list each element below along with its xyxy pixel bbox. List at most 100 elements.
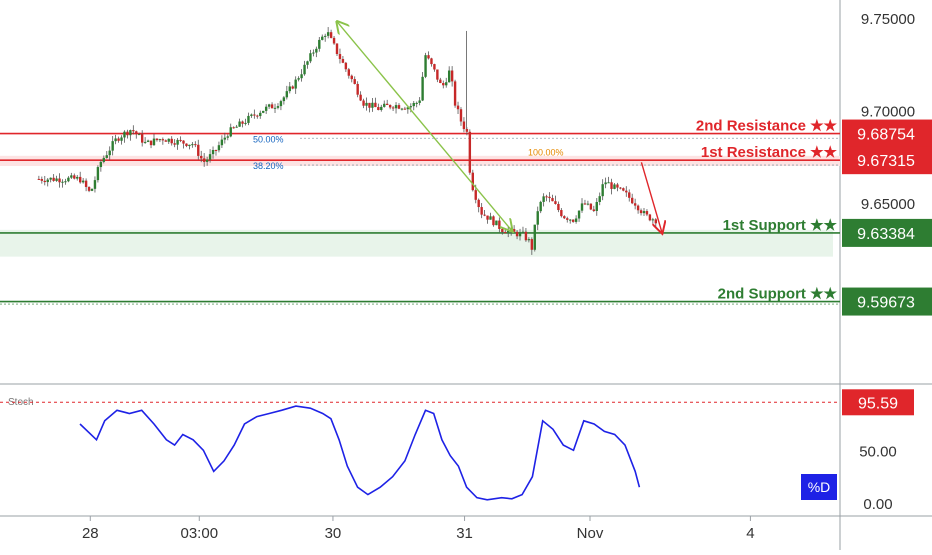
oscillator-line — [79, 405, 641, 501]
candle-body — [512, 229, 516, 232]
candle-body — [262, 110, 265, 113]
candle-body — [229, 127, 232, 137]
fib-label: 38.20% — [253, 161, 284, 171]
candle-body — [507, 230, 510, 234]
level-name: 1st Resistance ★★ — [701, 144, 838, 161]
candle-body — [247, 115, 250, 123]
candle-body — [303, 64, 306, 75]
candle-body — [61, 181, 64, 183]
candle-body — [140, 134, 144, 143]
candle-body — [315, 48, 318, 53]
candle-body — [46, 179, 49, 183]
candle-body — [489, 216, 492, 220]
candle-body — [545, 196, 548, 198]
price-tag-label: 9.63384 — [857, 226, 915, 243]
candle-body — [152, 138, 156, 146]
candle-body — [604, 182, 607, 185]
candle-body — [388, 104, 392, 108]
projection-arrow — [640, 162, 662, 232]
candle-body — [309, 53, 312, 62]
candle-body — [264, 106, 268, 111]
candle-body — [536, 211, 539, 225]
candle-body — [291, 86, 294, 89]
candle-body — [90, 188, 94, 191]
oscillator-marker-label: 95.59 — [858, 395, 898, 412]
candle-body — [447, 70, 451, 83]
oscillator-marker-tag — [842, 389, 914, 416]
candle-body — [459, 109, 463, 122]
time-axis-label: 30 — [325, 525, 342, 542]
price-tick-label: 9.75000 — [861, 11, 915, 28]
projection-arrow — [337, 22, 512, 231]
candle-body — [613, 184, 616, 189]
candle-body — [64, 181, 67, 183]
candle-body — [524, 231, 528, 241]
candle-body — [294, 79, 297, 89]
candle-body — [93, 180, 97, 189]
candle-body — [622, 188, 625, 191]
candle-body — [312, 52, 315, 54]
candle-body — [211, 149, 215, 155]
price-tick-label: 9.70000 — [861, 104, 915, 121]
candle-body — [445, 82, 448, 86]
candle-body — [571, 219, 575, 222]
candle-body — [421, 76, 424, 101]
candle-body — [49, 177, 52, 180]
candle-body — [412, 102, 415, 107]
candle-body — [197, 144, 200, 156]
candle-body — [616, 184, 619, 188]
price-tag-label: 9.67315 — [857, 153, 915, 170]
candle-body — [368, 102, 371, 108]
price-tag-label: 9.68754 — [857, 127, 915, 144]
candle-body — [554, 201, 557, 204]
candle-body — [76, 176, 79, 179]
candle-body — [170, 138, 173, 144]
oscillator-tick-label: 0.00 — [863, 496, 892, 513]
candle-body — [344, 62, 348, 70]
candle-body — [55, 178, 58, 181]
candle-body — [253, 114, 256, 116]
candle-body — [580, 203, 584, 211]
candle-body — [474, 190, 477, 200]
candle-body — [648, 214, 652, 221]
candle-body — [341, 59, 345, 63]
fib-label: 50.00% — [253, 134, 284, 144]
level-name: 2nd Support ★★ — [718, 286, 838, 303]
candle-body — [164, 140, 168, 142]
candle-body — [383, 103, 386, 107]
candle-body — [347, 69, 351, 76]
candle-body — [188, 144, 191, 147]
candle-body — [450, 70, 454, 82]
candle-body — [202, 158, 206, 162]
candle-body — [87, 186, 91, 191]
candle-body — [574, 218, 578, 222]
candle-body — [200, 155, 203, 159]
candle-body — [300, 74, 303, 79]
candle-body — [465, 129, 469, 132]
candle-body — [214, 149, 218, 151]
candle-body — [67, 177, 70, 182]
price-tag — [842, 287, 932, 316]
candle-body — [598, 196, 601, 202]
candle-body — [102, 157, 106, 162]
candle-body — [108, 150, 111, 156]
candle-body — [321, 36, 324, 40]
candle-body — [563, 216, 566, 219]
candle-body — [654, 219, 658, 224]
support-zone — [0, 229, 833, 257]
candle-body — [430, 58, 433, 65]
candle-body — [374, 102, 377, 108]
candle-body — [123, 131, 126, 138]
time-axis-label: 28 — [82, 525, 99, 542]
candle-body — [560, 210, 563, 217]
candle-body — [132, 130, 135, 132]
candle-body — [81, 180, 85, 183]
candle-body — [607, 182, 610, 184]
candle-body — [238, 121, 241, 127]
candle-body — [418, 100, 421, 103]
candle-body — [58, 178, 61, 183]
candle-body — [518, 232, 522, 237]
candle-body — [492, 216, 495, 226]
candle-body — [468, 131, 472, 173]
